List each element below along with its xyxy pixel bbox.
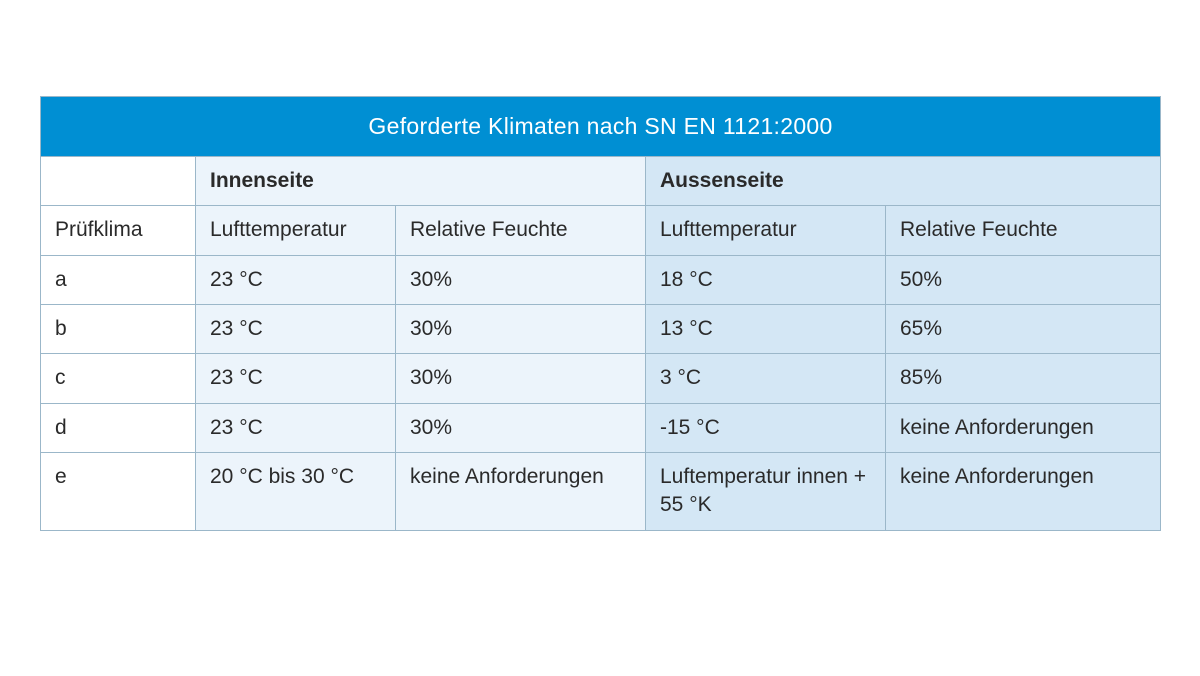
cell-id: e (41, 453, 196, 531)
cell-outer-rh: 65% (886, 305, 1161, 354)
cell-outer-rh: keine Anforderungen (886, 453, 1161, 531)
cell-inner-rh: 30% (396, 305, 646, 354)
table-row: b 23 °C 30% 13 °C 65% (41, 305, 1161, 354)
subheader-outer-rh: Relative Feuchte (886, 206, 1161, 255)
subheader-inner-temp: Lufttemperatur (196, 206, 396, 255)
cell-inner-temp: 23 °C (196, 305, 396, 354)
cell-inner-temp: 20 °C bis 30 °C (196, 453, 396, 531)
section-outer: Aussenseite (646, 157, 1161, 206)
table-row: d 23 °C 30% -15 °C keine Anforderungen (41, 403, 1161, 452)
subheader-pruefklima: Prüfklima (41, 206, 196, 255)
table-row: c 23 °C 30% 3 °C 85% (41, 354, 1161, 403)
table-title: Geforderte Klimaten nach SN EN 1121:2000 (41, 97, 1161, 157)
cell-inner-rh: 30% (396, 255, 646, 304)
cell-inner-rh: 30% (396, 403, 646, 452)
cell-outer-rh: 85% (886, 354, 1161, 403)
cell-outer-temp: 3 °C (646, 354, 886, 403)
table-row: a 23 °C 30% 18 °C 50% (41, 255, 1161, 304)
cell-outer-temp: 18 °C (646, 255, 886, 304)
cell-id: b (41, 305, 196, 354)
section-blank (41, 157, 196, 206)
cell-inner-rh: 30% (396, 354, 646, 403)
cell-id: a (41, 255, 196, 304)
cell-outer-temp: 13 °C (646, 305, 886, 354)
section-inner: Innenseite (196, 157, 646, 206)
table-row: e 20 °C bis 30 °C keine Anforderungen Lu… (41, 453, 1161, 531)
cell-id: d (41, 403, 196, 452)
cell-outer-temp: -15 °C (646, 403, 886, 452)
subheader-outer-temp: Lufttemperatur (646, 206, 886, 255)
table-section-row: Innenseite Aussenseite (41, 157, 1161, 206)
cell-outer-temp: Luftemperatur innen + 55 °K (646, 453, 886, 531)
climate-table: Geforderte Klimaten nach SN EN 1121:2000… (40, 96, 1161, 531)
table-title-row: Geforderte Klimaten nach SN EN 1121:2000 (41, 97, 1161, 157)
table-container: Geforderte Klimaten nach SN EN 1121:2000… (0, 0, 1200, 571)
cell-outer-rh: keine Anforderungen (886, 403, 1161, 452)
cell-inner-temp: 23 °C (196, 403, 396, 452)
cell-inner-rh: keine Anforderungen (396, 453, 646, 531)
subheader-inner-rh: Relative Feuchte (396, 206, 646, 255)
table-subheader-row: Prüfklima Lufttemperatur Relative Feucht… (41, 206, 1161, 255)
cell-inner-temp: 23 °C (196, 255, 396, 304)
cell-id: c (41, 354, 196, 403)
cell-outer-rh: 50% (886, 255, 1161, 304)
cell-inner-temp: 23 °C (196, 354, 396, 403)
